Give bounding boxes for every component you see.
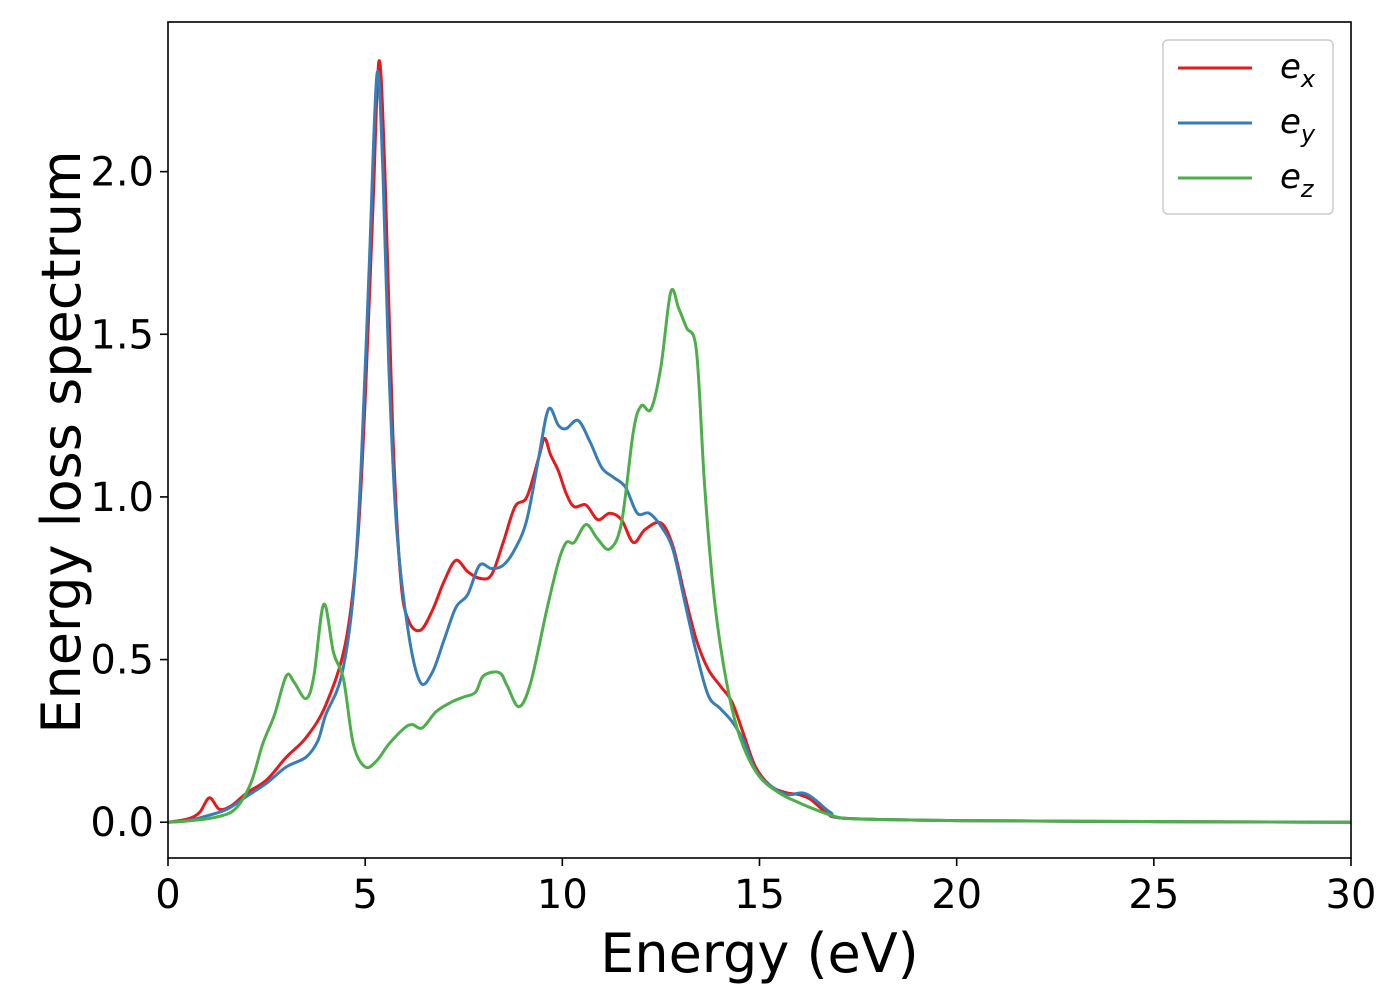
x-tick-label: 30 (1326, 872, 1377, 918)
y-tick-label: 2.0 (90, 150, 154, 196)
x-tick-label: 5 (352, 872, 377, 918)
y-tick-label: 1.0 (90, 475, 154, 521)
legend-label-base: e (1280, 157, 1301, 197)
x-axis-ticks: 0 5 10 15 20 25 30 (155, 858, 1376, 918)
plot-lines (168, 59, 1351, 824)
legend-label-subscript: y (1300, 120, 1316, 148)
series-line-z (168, 288, 1351, 824)
x-axis-title: Energy (eV) (600, 922, 919, 985)
x-tick-label: 0 (155, 872, 180, 918)
y-tick-label: 0.0 (90, 800, 154, 846)
x-tick-label: 20 (931, 872, 982, 918)
y-tick-label: 0.5 (90, 638, 154, 684)
y-tick-label: 1.5 (90, 312, 154, 358)
x-tick-label: 15 (734, 872, 785, 918)
legend-label-base: e (1280, 47, 1301, 87)
legend-label-y: ey (1280, 102, 1316, 148)
legend-label-x: ex (1280, 47, 1316, 93)
legend-label-subscript: x (1300, 65, 1316, 93)
y-axis-ticks: 0.0 0.5 1.0 1.5 2.0 (90, 150, 168, 846)
y-axis-title: Energy loss spectrum (30, 150, 93, 733)
legend-label-base: e (1280, 102, 1301, 142)
legend-label-subscript: z (1300, 175, 1315, 203)
x-tick-label: 10 (537, 872, 588, 918)
legend-box (1162, 39, 1334, 215)
legend-label-z: ez (1280, 157, 1315, 203)
x-tick-label: 25 (1128, 872, 1179, 918)
